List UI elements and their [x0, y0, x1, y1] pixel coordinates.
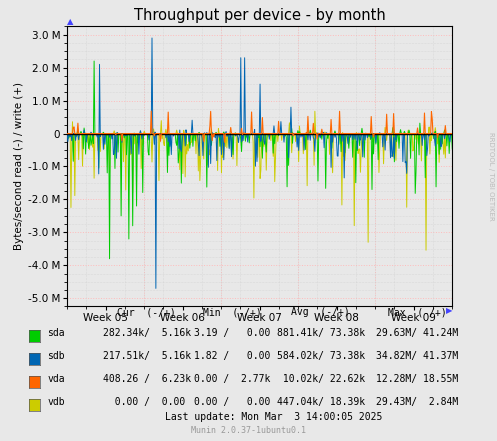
- Text: ▶: ▶: [446, 306, 452, 315]
- Text: sdb: sdb: [47, 351, 65, 362]
- Text: Cur  (-/+): Cur (-/+): [117, 307, 176, 318]
- Text: vdb: vdb: [47, 397, 65, 407]
- Text: 282.34k/  5.16k: 282.34k/ 5.16k: [102, 329, 191, 339]
- Text: 0.00 /  0.00: 0.00 / 0.00: [102, 397, 191, 407]
- Text: 0.00 /  2.77k: 0.00 / 2.77k: [194, 374, 271, 385]
- Text: 29.43M/  2.84M: 29.43M/ 2.84M: [376, 397, 459, 407]
- Text: 34.82M/ 41.37M: 34.82M/ 41.37M: [376, 351, 459, 362]
- Text: Avg  (-/+): Avg (-/+): [291, 307, 350, 318]
- Text: 584.02k/ 73.38k: 584.02k/ 73.38k: [276, 351, 365, 362]
- Text: sda: sda: [47, 329, 65, 339]
- Text: Munin 2.0.37-1ubuntu0.1: Munin 2.0.37-1ubuntu0.1: [191, 426, 306, 435]
- Text: 881.41k/ 73.38k: 881.41k/ 73.38k: [276, 329, 365, 339]
- Text: 408.26 /  6.23k: 408.26 / 6.23k: [102, 374, 191, 385]
- Text: 1.82 /   0.00: 1.82 / 0.00: [194, 351, 271, 362]
- Title: Throughput per device - by month: Throughput per device - by month: [134, 7, 386, 22]
- Text: ▲: ▲: [67, 18, 74, 26]
- Text: vda: vda: [47, 374, 65, 385]
- Text: 0.00 /   0.00: 0.00 / 0.00: [194, 397, 271, 407]
- Text: Max  (-/+): Max (-/+): [388, 307, 447, 318]
- Text: 3.19 /   0.00: 3.19 / 0.00: [194, 329, 271, 339]
- Text: 217.51k/  5.16k: 217.51k/ 5.16k: [102, 351, 191, 362]
- Text: 10.02k/ 22.62k: 10.02k/ 22.62k: [276, 374, 365, 385]
- Text: 447.04k/ 18.39k: 447.04k/ 18.39k: [276, 397, 365, 407]
- Text: 29.63M/ 41.24M: 29.63M/ 41.24M: [376, 329, 459, 339]
- Y-axis label: Bytes/second read (-) / write (+): Bytes/second read (-) / write (+): [13, 82, 24, 250]
- Text: Last update: Mon Mar  3 14:00:05 2025: Last update: Mon Mar 3 14:00:05 2025: [165, 412, 382, 422]
- Text: 12.28M/ 18.55M: 12.28M/ 18.55M: [376, 374, 459, 385]
- Text: Min  (-/+): Min (-/+): [203, 307, 262, 318]
- Text: RRDTOOL / TOBI OETIKER: RRDTOOL / TOBI OETIKER: [488, 132, 494, 221]
